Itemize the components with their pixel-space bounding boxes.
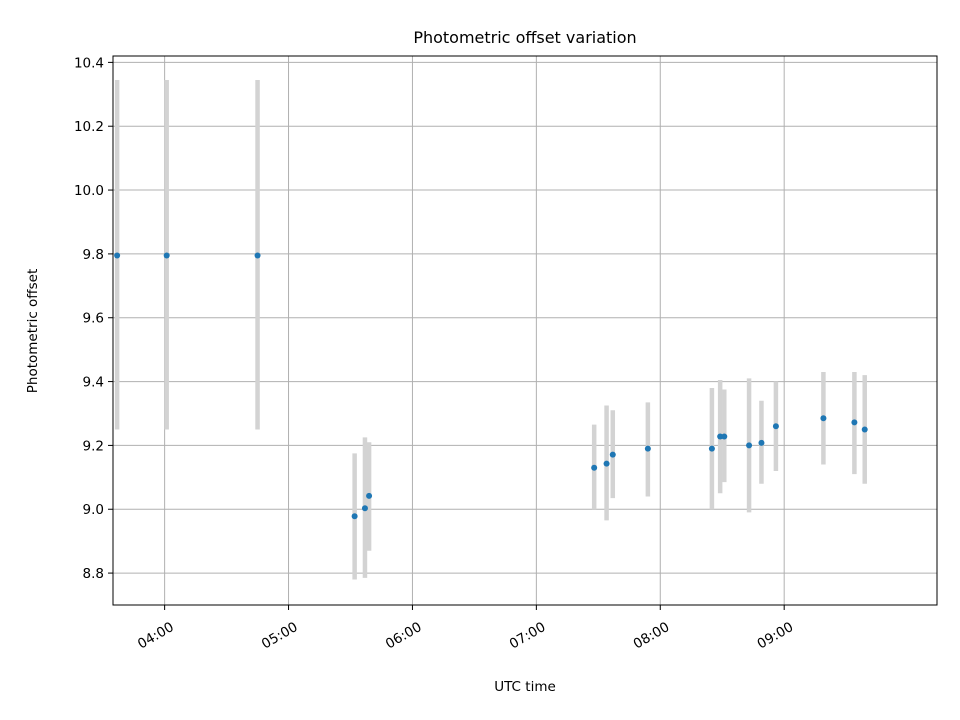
y-tick-label: 9.6 xyxy=(83,311,104,327)
grid-lines xyxy=(113,56,937,605)
data-point xyxy=(603,460,610,467)
x-tick-label: 08:00 xyxy=(631,619,673,652)
x-tick-label: 04:00 xyxy=(135,619,177,652)
data-point xyxy=(114,252,121,259)
y-tick-label: 9.8 xyxy=(83,247,104,263)
data-point xyxy=(758,439,765,446)
error-bars xyxy=(114,79,867,580)
y-tick-label: 10.4 xyxy=(74,55,104,71)
x-tick-label: 05:00 xyxy=(259,619,301,652)
x-tick-label: 07:00 xyxy=(507,619,549,652)
data-point xyxy=(717,433,724,440)
y-tick-label: 8.8 xyxy=(83,566,104,582)
data-point xyxy=(351,513,358,520)
y-tick-label: 10.0 xyxy=(74,183,104,199)
data-point xyxy=(254,252,261,259)
data-point xyxy=(361,505,368,512)
data-point xyxy=(820,415,827,422)
data-point xyxy=(708,445,715,452)
plot-frame xyxy=(112,55,938,606)
data-point xyxy=(772,423,779,430)
y-axis-label: Photometric offset xyxy=(25,269,41,393)
data-points xyxy=(114,252,868,520)
x-axis-ticks: 04:00 05:00 06:00 07:00 08:00 09:00 xyxy=(135,605,796,652)
y-tick-label: 9.4 xyxy=(83,375,104,391)
y-tick-label: 10.2 xyxy=(74,119,104,135)
data-point xyxy=(861,426,868,433)
y-axis-ticks: 8.8 9.0 9.2 9.4 9.6 9.8 10.0 10.2 10.4 xyxy=(74,55,113,582)
data-point xyxy=(851,419,858,426)
data-point xyxy=(644,445,651,452)
data-point xyxy=(746,442,753,449)
data-point xyxy=(721,433,728,440)
x-tick-label: 09:00 xyxy=(755,619,797,652)
y-tick-label: 9.2 xyxy=(83,438,104,454)
data-point xyxy=(609,451,616,458)
data-point xyxy=(366,492,373,499)
y-tick-label: 9.0 xyxy=(83,502,104,518)
x-axis-label: UTC time xyxy=(494,679,556,695)
data-point xyxy=(163,252,170,259)
chart-title: Photometric offset variation xyxy=(413,28,636,47)
x-tick-label: 06:00 xyxy=(383,619,425,652)
data-point xyxy=(591,464,598,471)
